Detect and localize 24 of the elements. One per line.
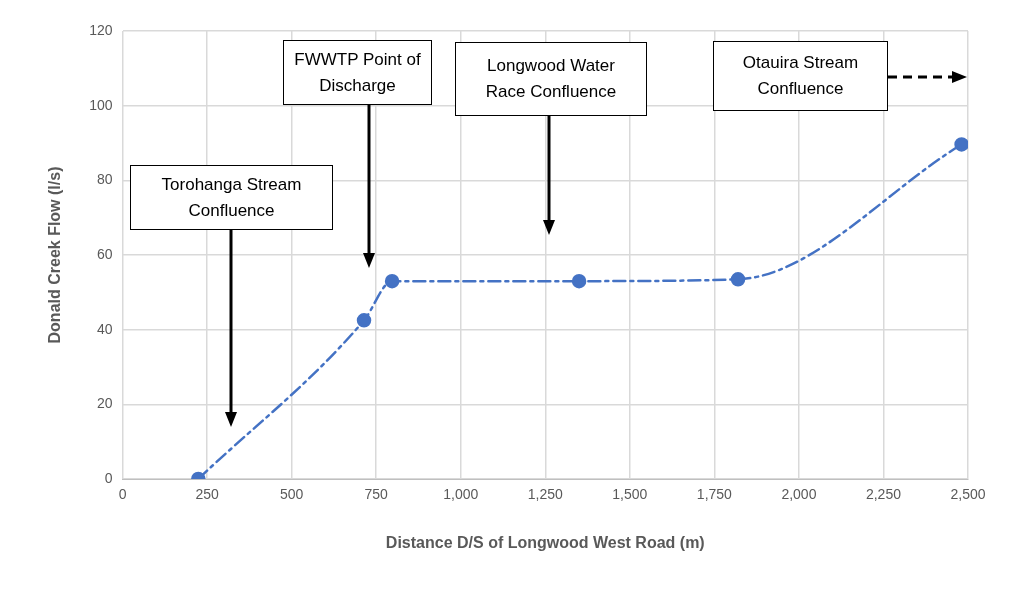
y-tick-label: 40 <box>96 320 113 337</box>
y-tick-label: 120 <box>89 21 113 38</box>
y-tick-label: 100 <box>89 96 113 113</box>
x-tick-label: 1,000 <box>443 486 479 503</box>
y-tick-label: 0 <box>104 469 113 486</box>
callout-box: Torohanga Stream Confluence <box>130 165 333 230</box>
y-tick-label: 80 <box>96 171 113 188</box>
x-tick-label: 1,750 <box>696 486 733 503</box>
callout-box: FWWTP Point of Discharge <box>283 40 432 105</box>
callout-box: Longwood Water Race Confluence <box>455 42 647 116</box>
x-tick-label: 2,000 <box>781 486 817 503</box>
x-tick-label: 1,500 <box>612 486 648 503</box>
x-tick-label: 2,500 <box>950 486 986 503</box>
x-tick-label: 750 <box>364 486 389 503</box>
y-tick-label: 20 <box>96 395 113 412</box>
callout-box: Otauira Stream Confluence <box>713 41 888 111</box>
x-tick-label: 0 <box>118 486 127 503</box>
x-tick-label: 250 <box>195 486 219 503</box>
y-tick-label: 60 <box>96 245 113 262</box>
x-tick-label: 1,250 <box>527 486 563 503</box>
x-axis-title: Distance D/S of Longwood West Road (m) <box>385 533 705 551</box>
x-tick-label: 2,250 <box>865 486 902 503</box>
y-axis-title: Donald Creek Flow (l/s) <box>46 166 64 344</box>
x-tick-label: 500 <box>279 486 304 503</box>
